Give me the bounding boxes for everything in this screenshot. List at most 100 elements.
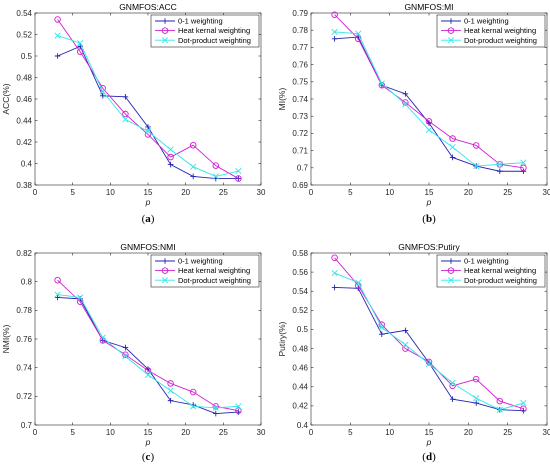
legend-marker — [161, 37, 169, 44]
y-tick-label: 0.71 — [292, 146, 308, 155]
series-3 — [54, 32, 242, 180]
data-point — [331, 269, 338, 277]
y-axis-label: MI(%) — [277, 88, 287, 111]
series-1 — [54, 43, 242, 182]
caption-paren-open: ( — [142, 213, 146, 225]
data-point — [167, 161, 174, 168]
x-tick-label: 15 — [144, 428, 153, 437]
data-point — [122, 116, 129, 123]
subfigure-caption: (a) — [142, 213, 155, 225]
data-point — [235, 403, 242, 410]
y-tick-label: 0.69 — [292, 181, 308, 190]
data-point — [425, 118, 433, 125]
data-point — [212, 162, 220, 169]
y-axis-label: ACC(%) — [1, 83, 11, 114]
x-tick-label: 0 — [33, 428, 38, 437]
data-point — [449, 396, 456, 402]
y-tick-label: 0.74 — [16, 363, 32, 372]
data-point — [496, 397, 504, 405]
subfigure-caption: (d) — [422, 451, 436, 463]
data-point — [190, 163, 197, 170]
y-tick-label: 0.48 — [16, 73, 32, 82]
data-point — [331, 11, 338, 18]
chart-title: GNMFOS:MI — [404, 2, 453, 12]
data-point — [122, 94, 129, 100]
data-point — [473, 162, 480, 170]
data-point — [331, 36, 338, 42]
data-point — [520, 405, 527, 413]
x-tick-label: 20 — [464, 428, 473, 437]
y-tick-label: 0.42 — [292, 402, 308, 411]
x-tick-label: 15 — [144, 188, 153, 197]
y-tick-label: 0.5 — [297, 325, 309, 334]
series-line — [334, 14, 524, 169]
legend-marker — [161, 267, 169, 274]
data-point — [449, 379, 456, 387]
y-tick-label: 0.76 — [16, 335, 32, 344]
data-point — [235, 407, 242, 414]
data-point — [144, 128, 152, 135]
caption-letter: d — [426, 451, 432, 463]
legend-marker — [162, 258, 168, 264]
x-tick-label: 20 — [181, 428, 190, 437]
data-point — [402, 345, 409, 352]
caption-paren-close: ) — [432, 451, 436, 463]
data-point — [449, 154, 456, 161]
data-point — [54, 291, 61, 298]
y-tick-label: 0.48 — [292, 344, 308, 353]
x-tick-label: 0 — [33, 188, 38, 197]
y-tick-label: 0.78 — [292, 26, 308, 35]
y-tick-label: 0.42 — [16, 138, 32, 147]
y-tick-label: 0.7 — [21, 421, 33, 430]
data-point — [212, 404, 219, 411]
data-point — [496, 406, 503, 413]
y-tick-label: 0.72 — [16, 392, 32, 401]
x-tick-label: 30 — [257, 428, 266, 437]
x-tick-label: 30 — [257, 188, 266, 197]
data-point — [235, 167, 242, 175]
legend-marker — [447, 277, 455, 284]
data-point — [167, 380, 174, 387]
caption-letter: a — [145, 213, 151, 225]
data-point — [402, 91, 409, 97]
data-point — [472, 142, 480, 149]
data-point — [213, 410, 219, 417]
series-line — [57, 19, 239, 179]
caption-paren-open: ( — [422, 213, 426, 225]
data-point — [473, 400, 479, 406]
y-tick-label: 0.44 — [292, 383, 308, 392]
legend-marker — [161, 277, 169, 284]
x-tick-label: 30 — [543, 188, 550, 197]
y-tick-label: 0.73 — [292, 112, 308, 121]
y-tick-label: 0.56 — [292, 268, 308, 277]
y-axis-label: Putiry(%) — [277, 321, 287, 356]
x-tick-label: 15 — [425, 188, 434, 197]
x-tick-label: 20 — [181, 188, 190, 197]
data-point — [190, 403, 197, 410]
legend-label: Heat kernal weighting — [464, 266, 536, 275]
y-tick-label: 0.5 — [21, 52, 33, 61]
x-tick-label: 10 — [385, 188, 394, 197]
data-point — [144, 367, 152, 374]
data-point — [99, 88, 106, 95]
series-3 — [331, 28, 527, 170]
y-tick-label: 0.46 — [16, 95, 32, 104]
legend-label: 0-1 weighting — [178, 17, 223, 26]
data-point — [190, 173, 196, 180]
data-point — [77, 294, 84, 301]
legend-label: 0-1 weighting — [178, 257, 223, 266]
data-point — [472, 375, 480, 383]
data-point — [402, 99, 409, 106]
y-tick-label: 0.75 — [292, 78, 308, 87]
data-point — [402, 341, 409, 348]
subplot-a: 0 5 10 15 20 25 30 0.38 0.4 0.42 0.44 0.46 0.48 0.5 0.… — [1, 2, 266, 225]
x-tick-label: 10 — [385, 428, 394, 437]
series-3 — [331, 269, 527, 413]
y-tick-label: 0.77 — [292, 43, 308, 52]
data-point — [473, 395, 480, 402]
data-point — [54, 294, 61, 301]
caption-paren-open: ( — [422, 451, 426, 463]
